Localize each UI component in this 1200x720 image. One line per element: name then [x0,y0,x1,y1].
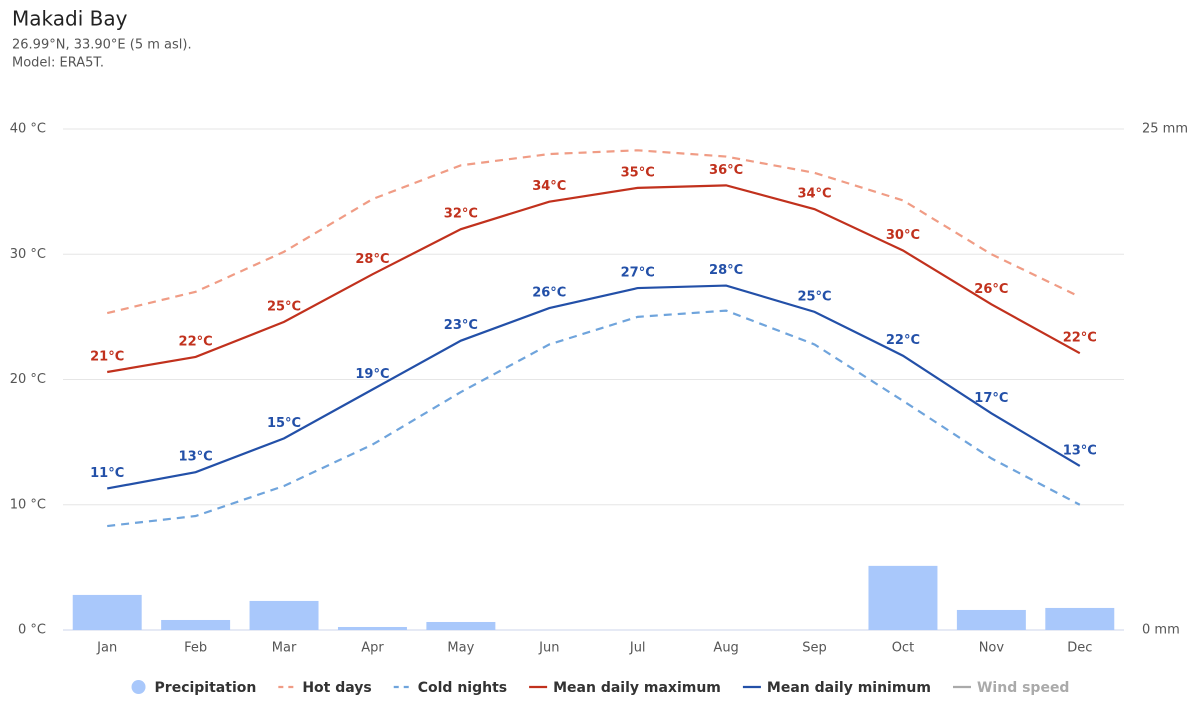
precipitation-bar [249,600,319,630]
data-label: 34°C [532,179,566,194]
data-label: 15°C [267,416,301,431]
legend-label[interactable]: Mean daily maximum [553,680,721,696]
data-label: 22°C [1063,331,1097,346]
x-tick-label: Oct [892,641,914,656]
chart-title: Makadi Bay [12,7,128,31]
precipitation-bar [72,594,142,630]
x-tick-label: May [447,641,474,656]
data-label: 30°C [886,228,920,243]
data-label: 22°C [886,333,920,348]
line [106,149,1081,315]
data-label: 13°C [1063,443,1097,458]
legend-label[interactable]: Precipitation [155,680,257,696]
x-tick-label: Nov [979,641,1005,656]
data-label: 25°C [267,299,301,314]
y-tick-label: 20 °C [10,372,46,387]
x-tick-label: Aug [713,641,738,656]
y2-tick-label: 25 mm [1142,122,1188,137]
precipitation-bar [161,619,231,630]
data-label: 26°C [974,282,1008,297]
data-label: 22°C [179,334,213,349]
y-tick-label: 30 °C [10,247,46,262]
data-label: 34°C [797,187,831,202]
x-tick-label: Apr [361,641,384,656]
x-tick-label: Mar [272,641,297,656]
data-label: 32°C [444,207,478,222]
data-label: 36°C [709,163,743,178]
x-tick-label: Jan [96,641,117,656]
data-label: 26°C [532,286,566,301]
precipitation-bar [868,565,938,630]
line [107,284,1081,490]
line [107,309,1081,528]
legend-label[interactable]: Cold nights [418,680,507,696]
y-tick-label: 10 °C [10,497,46,512]
precipitation-bar [956,609,1026,630]
x-tick-label: Jun [538,641,559,656]
data-label: 28°C [355,252,389,267]
legend-label[interactable]: Hot days [302,680,371,696]
x-tick-label: Jul [629,641,646,656]
data-label: 25°C [797,289,831,304]
legend-symbol [131,680,146,694]
precipitation-bar [337,626,407,630]
x-tick-label: Feb [184,641,207,656]
x-tick-label: Sep [802,641,827,656]
data-label: 35°C [621,165,655,180]
data-label: 23°C [444,318,478,333]
legend-label[interactable]: Mean daily minimum [767,680,931,696]
data-label: 19°C [355,367,389,382]
y2-tick-label: 0 mm [1142,623,1180,638]
data-label: 13°C [179,450,213,465]
precipitation-bar [426,621,496,630]
subtitle: 26.99°N, 33.90°E (5 m asl). [12,38,192,53]
data-label: 11°C [90,466,124,481]
legend-label[interactable]: Wind speed [977,680,1069,696]
precipitation-bar [1045,607,1115,630]
data-label: 27°C [621,266,655,281]
data-label: 21°C [90,349,124,364]
subtitle: Model: ERA5T. [12,56,104,71]
y-tick-label: 40 °C [10,122,46,137]
data-label: 28°C [709,263,743,278]
y-tick-label: 0 °C [18,623,46,638]
line [107,184,1081,374]
data-label: 17°C [974,391,1008,406]
x-tick-label: Dec [1067,641,1092,656]
